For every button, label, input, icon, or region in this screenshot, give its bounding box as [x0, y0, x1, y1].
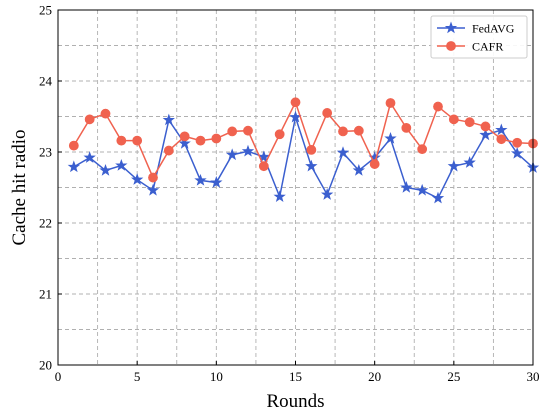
fedavg-point	[273, 190, 286, 202]
axis-ticks: 0 5 10 15 20 25 30 20 21 22 23 24 25	[39, 3, 540, 385]
cafr-point	[353, 125, 364, 136]
y-tick-label: 22	[39, 216, 52, 231]
legend-item-cafr: CAFR	[437, 40, 503, 54]
fedavg-point	[99, 163, 112, 176]
cafr-point	[84, 114, 95, 125]
x-tick-label: 20	[368, 369, 381, 384]
cafr-point	[433, 101, 443, 112]
fedavg-point	[257, 150, 270, 163]
x-axis-label: Rounds	[266, 391, 324, 411]
fedavg-point	[495, 123, 508, 136]
y-tick-label: 21	[39, 287, 52, 302]
cafr-point	[369, 159, 380, 169]
cafr-point	[512, 137, 523, 148]
cafr-point	[290, 97, 301, 108]
fedavg-point	[321, 188, 334, 200]
fedavg-point	[210, 176, 223, 188]
fedavg-point	[226, 148, 239, 161]
cafr-point	[322, 108, 333, 118]
legend-label-fedavg: FedAVG	[472, 22, 515, 36]
y-tick-label: 20	[39, 358, 52, 373]
grid-lines	[58, 10, 533, 365]
fedavg-point	[384, 132, 397, 144]
cafr-point	[211, 133, 222, 144]
fedavg-point	[416, 183, 429, 196]
x-tick-label: 5	[134, 369, 141, 384]
cafr-point	[132, 135, 143, 146]
x-tick-label: 0	[55, 369, 62, 384]
y-tick-label: 24	[39, 74, 53, 89]
fedavg-point	[431, 191, 445, 204]
legend-marker-fedavg	[444, 21, 458, 34]
fedavg-point	[463, 156, 476, 168]
fedavg-point	[194, 173, 207, 186]
series-cafr	[68, 97, 538, 183]
cafr-point	[448, 114, 459, 125]
cafr-point	[385, 98, 396, 108]
y-tick-label: 23	[39, 145, 52, 160]
cafr-point	[68, 140, 79, 151]
fedavg-point	[131, 173, 144, 185]
x-tick-label: 25	[447, 369, 460, 384]
fedavg-point	[241, 144, 255, 157]
cafr-point	[464, 117, 475, 128]
fedavg-point	[67, 160, 80, 173]
cafr-point	[258, 161, 269, 172]
cafr-point	[417, 144, 428, 155]
fedavg-point	[400, 181, 413, 193]
cafr-point	[274, 129, 285, 140]
cafr-point	[148, 172, 158, 183]
cafr-point	[243, 125, 253, 136]
cafr-point	[163, 145, 174, 156]
cafr-point	[116, 135, 127, 146]
x-tick-label: 30	[527, 369, 540, 384]
cafr-point	[100, 108, 111, 119]
fedavg-line	[73, 114, 534, 200]
x-tick-label: 15	[289, 369, 302, 384]
cafr-point	[227, 126, 238, 137]
legend-item-fedavg: FedAVG	[437, 22, 515, 36]
series-layer	[67, 97, 540, 204]
cafr-point	[306, 144, 317, 155]
fedavg-point	[305, 159, 318, 172]
fedavg-point	[336, 146, 350, 158]
fedavg-point	[115, 159, 128, 171]
fedavg-point	[83, 151, 96, 163]
fedavg-point	[511, 146, 524, 159]
cafr-point	[480, 121, 491, 132]
y-axis-label: Cache hit radio	[9, 129, 30, 245]
cafr-point	[195, 135, 206, 146]
legend-label-cafr: CAFR	[472, 40, 503, 54]
fedavg-point	[146, 183, 160, 196]
cafr-point	[338, 126, 348, 137]
legend-marker-cafr	[446, 41, 456, 51]
cafr-point	[401, 122, 412, 133]
x-tick-label: 10	[210, 369, 223, 384]
cafr-point	[179, 131, 190, 142]
legend: FedAVG CAFR	[430, 15, 528, 59]
fedavg-point	[447, 159, 460, 172]
fedavg-point	[352, 163, 365, 176]
series-fedavg	[67, 110, 540, 204]
fedavg-point	[479, 128, 492, 141]
cafr-point	[496, 134, 507, 145]
fedavg-point	[162, 113, 175, 126]
fedavg-point	[178, 136, 191, 149]
y-tick-label: 25	[39, 3, 52, 18]
